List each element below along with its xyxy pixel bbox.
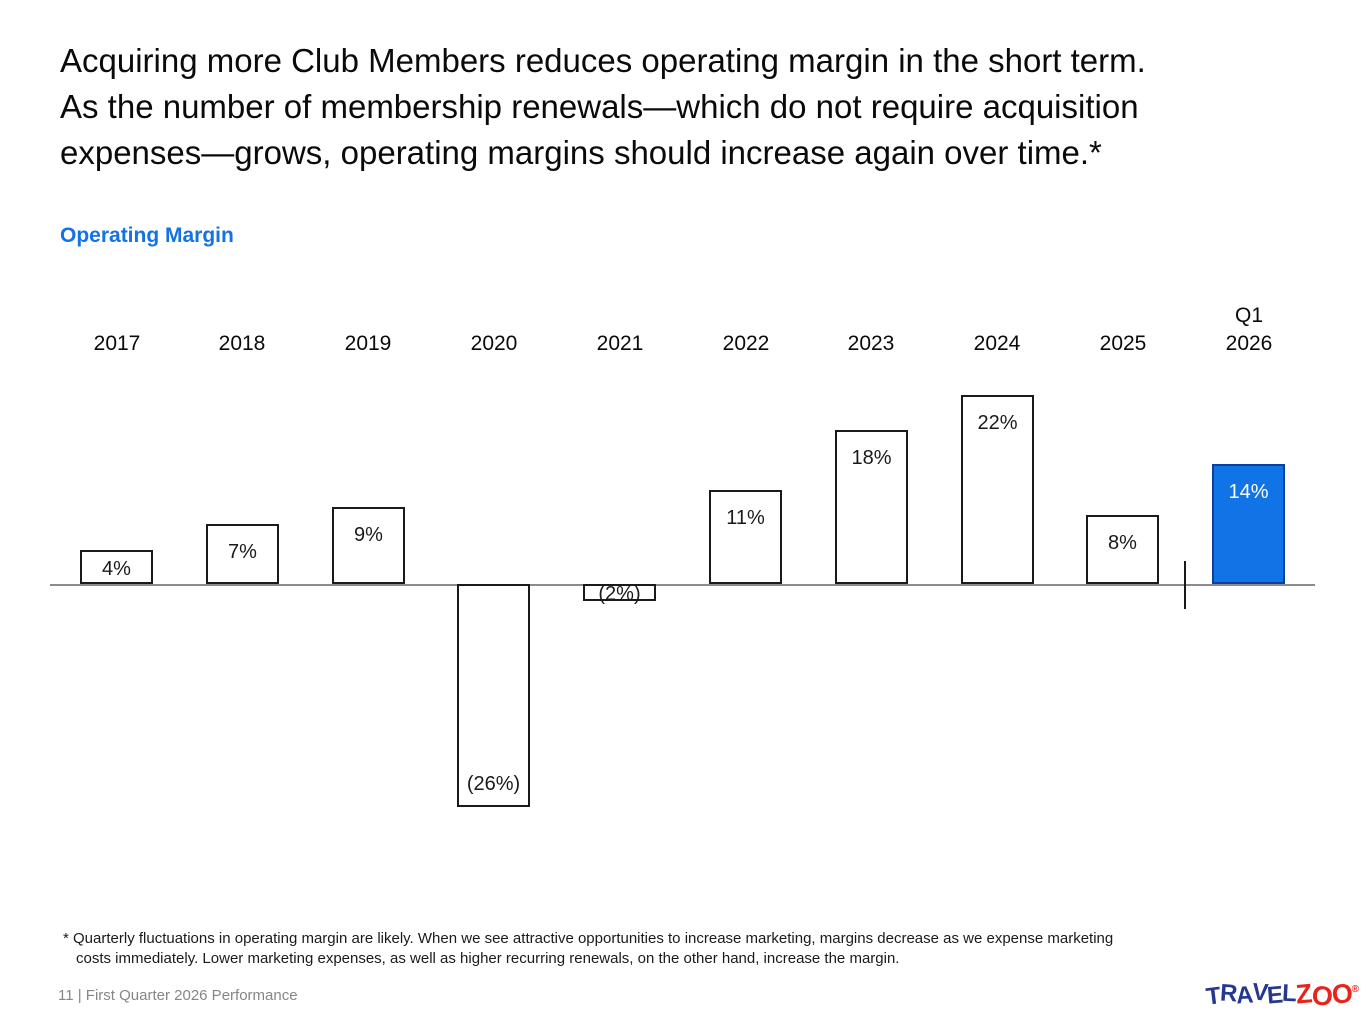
bar-value-label: 22% bbox=[977, 412, 1018, 434]
category-label-2020: 2020 bbox=[470, 332, 518, 355]
page-footer: 11 | First Quarter 2026 Performance bbox=[58, 987, 298, 1004]
bar-value-label: (26%) bbox=[466, 773, 521, 795]
category-label-2024: 2024 bbox=[973, 332, 1021, 355]
bar-2018: 7% bbox=[206, 524, 279, 584]
category-label-2019: 2019 bbox=[344, 332, 392, 355]
bar-2022: 11% bbox=[709, 490, 782, 584]
category-label-2021: 2021 bbox=[596, 332, 644, 355]
bar-2020: (26%) bbox=[457, 584, 530, 807]
bar-q1-2026: 14% bbox=[1212, 464, 1285, 584]
slide-title: Acquiring more Club Members reduces oper… bbox=[60, 38, 1330, 176]
x-axis-baseline bbox=[50, 584, 1315, 586]
logo-letter: O bbox=[1309, 979, 1334, 1012]
footnote-line-2: costs immediately. Lower marketing expen… bbox=[76, 950, 900, 967]
bar-value-label: 7% bbox=[228, 541, 257, 563]
title-line-1: Acquiring more Club Members reduces oper… bbox=[60, 42, 1146, 79]
bar-2017: 4% bbox=[80, 550, 153, 584]
title-line-3: expenses—grows, operating margins should… bbox=[60, 134, 1102, 171]
bar-value-label: 18% bbox=[851, 447, 892, 469]
series-divider-tick bbox=[1184, 561, 1186, 609]
category-label-2025: 2025 bbox=[1099, 332, 1147, 355]
travelzoo-logo: T R A V E L Z O O ® bbox=[1205, 974, 1359, 1016]
title-line-2: As the number of membership renewals—whi… bbox=[60, 88, 1139, 125]
footnote: * Quarterly fluctuations in operating ma… bbox=[63, 929, 1303, 969]
registered-trademark-icon: ® bbox=[1351, 983, 1359, 995]
logo-letter: O bbox=[1330, 977, 1353, 1010]
chart-title: Operating Margin bbox=[60, 224, 234, 247]
category-label-q1-2026: Q1 2026 bbox=[1225, 304, 1273, 355]
footnote-line-1: * Quarterly fluctuations in operating ma… bbox=[63, 930, 1114, 947]
bar-2024: 22% bbox=[961, 395, 1034, 584]
category-label-2018: 2018 bbox=[218, 332, 266, 355]
bar-value-label: 11% bbox=[726, 507, 765, 529]
bar-value-label: (2%) bbox=[598, 583, 641, 605]
bar-value-label: 8% bbox=[1108, 532, 1137, 554]
bar-value-label: 4% bbox=[102, 558, 131, 580]
bar-value-label: 14% bbox=[1228, 481, 1269, 503]
category-label-2023: 2023 bbox=[847, 332, 895, 355]
category-label-2022: 2022 bbox=[722, 332, 770, 355]
bar-2023: 18% bbox=[835, 430, 908, 584]
bar-value-label: 9% bbox=[354, 524, 383, 546]
category-label-2017: 2017 bbox=[93, 332, 141, 355]
bar-2021: (2%) bbox=[583, 583, 656, 605]
bar-2025: 8% bbox=[1086, 515, 1159, 584]
bar-2019: 9% bbox=[332, 507, 405, 584]
